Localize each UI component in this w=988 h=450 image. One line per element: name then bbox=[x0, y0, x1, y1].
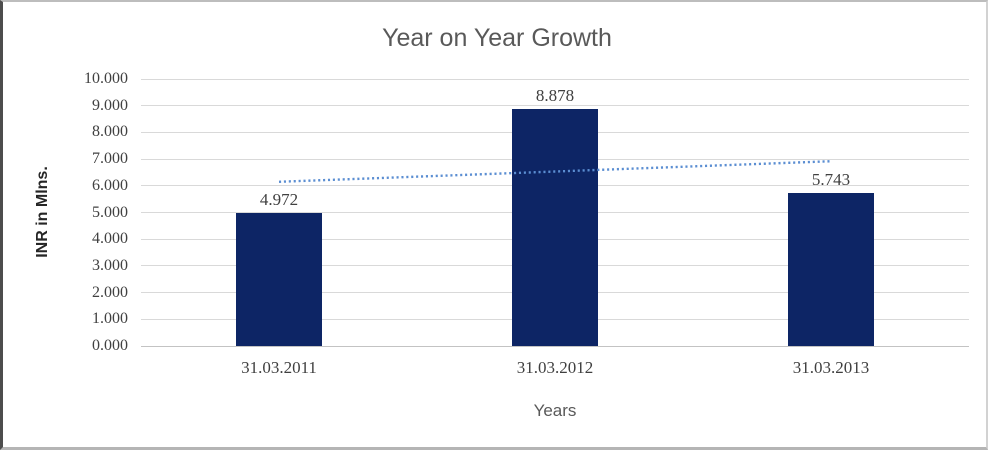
bar-31.03.2012 bbox=[512, 108, 598, 346]
y-tick-label: 5.000 bbox=[92, 203, 128, 221]
bar-31.03.2013 bbox=[788, 192, 874, 346]
plot-area: 4.972 8.878 5.743 bbox=[141, 78, 969, 347]
y-tick-label: 2.000 bbox=[92, 283, 128, 301]
bar-data-label: 4.972 bbox=[259, 190, 299, 210]
gridline bbox=[141, 78, 969, 80]
y-tick-label: 4.000 bbox=[92, 230, 128, 248]
x-axis-line bbox=[141, 345, 969, 347]
y-tick-label: 9.000 bbox=[92, 96, 128, 114]
y-tick-label: 6.000 bbox=[92, 176, 128, 194]
x-tick-label: 31.03.2012 bbox=[516, 358, 594, 377]
y-tick-label: 10.000 bbox=[84, 70, 128, 87]
x-tick-label: 31.03.2013 bbox=[792, 358, 870, 377]
y-tick-label: 8.000 bbox=[92, 123, 128, 141]
y-tick-label: 3.000 bbox=[92, 256, 128, 274]
bar-data-label: 5.743 bbox=[811, 169, 851, 189]
chart-title: Year on Year Growth bbox=[382, 24, 612, 52]
bar-31.03.2011 bbox=[236, 213, 322, 346]
trendline bbox=[278, 160, 832, 183]
bar-data-label: 8.878 bbox=[535, 85, 575, 105]
y-tick-label: 1.000 bbox=[92, 310, 128, 328]
y-tick-label: 7.000 bbox=[92, 150, 128, 168]
x-tick-label: 31.03.2011 bbox=[241, 358, 317, 377]
x-axis-title: Years bbox=[533, 401, 577, 420]
gridline bbox=[141, 105, 969, 107]
y-tick-label: 0.000 bbox=[92, 337, 128, 354]
